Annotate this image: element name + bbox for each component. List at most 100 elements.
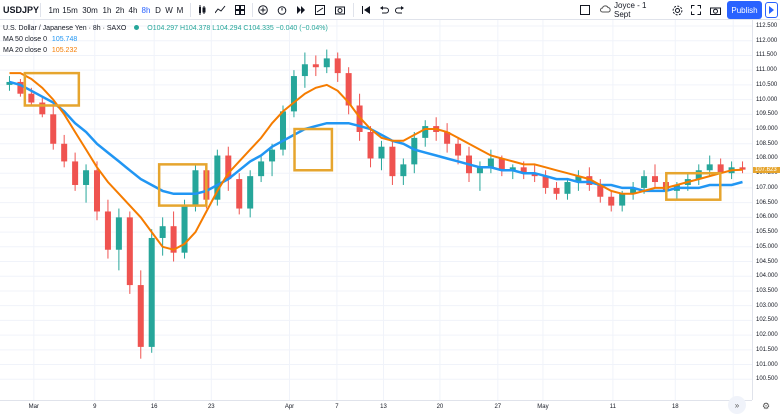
candle-body <box>706 164 713 171</box>
y-tick-label: 101.000 <box>756 361 778 368</box>
highlight-box <box>157 163 208 207</box>
candle-body <box>575 176 582 183</box>
x-tick-label: 20 <box>436 404 444 410</box>
y-tick-label: 111.500 <box>756 52 777 59</box>
highlight-box <box>665 171 722 201</box>
interval-8h[interactable]: 8h <box>141 5 151 15</box>
ma50-label: MA 50 close 0 <box>3 36 47 43</box>
interval-w[interactable]: W <box>165 5 173 15</box>
candle-body <box>739 167 746 170</box>
scroll-to-realtime-button[interactable]: » <box>728 396 746 414</box>
legend-symbol-row: U.S. Dollar / Japanese Yen · 8h · SAXO O… <box>3 23 328 34</box>
cloud-icon <box>600 5 611 15</box>
x-tick-label: 11 <box>609 404 616 410</box>
y-tick-label: 100.500 <box>756 376 778 383</box>
candle-body <box>137 285 144 347</box>
candles <box>6 49 746 359</box>
candle-body <box>301 64 308 77</box>
interval-4h[interactable]: 4h <box>128 5 138 15</box>
highlight-box <box>293 127 334 172</box>
y-tick-label: 105.000 <box>756 243 778 250</box>
chart-properties-icon[interactable] <box>312 0 328 20</box>
toolbar-divider <box>252 3 253 17</box>
candle-body <box>444 131 451 144</box>
candle-body <box>104 211 111 250</box>
y-tick-label: 104.000 <box>756 273 778 280</box>
settings-gear-icon[interactable] <box>669 0 685 20</box>
candle-body <box>586 176 593 185</box>
candle-body <box>619 193 626 206</box>
publish-button[interactable]: Publish <box>727 1 762 19</box>
scroll-to-start-icon[interactable] <box>358 0 374 20</box>
interval-1m[interactable]: 1m <box>48 5 60 15</box>
y-tick-label: 106.500 <box>756 199 778 206</box>
templates-icon[interactable] <box>232 0 248 20</box>
candle-body <box>17 81 24 94</box>
candle-body <box>378 146 385 159</box>
y-tick-label: 105.500 <box>756 229 778 236</box>
undo-icon[interactable] <box>376 0 392 20</box>
x-tick-label: 18 <box>671 404 679 410</box>
axis-settings-gear-icon[interactable]: ⚙ <box>762 401 771 411</box>
toolbar-divider <box>190 3 191 17</box>
candle-body <box>279 111 287 150</box>
interval-30m[interactable]: 30m <box>82 5 98 15</box>
y-tick-label: 108.500 <box>756 140 778 147</box>
x-tick-label: 27 <box>494 404 502 410</box>
candle-body <box>290 76 297 112</box>
candle-style-icon[interactable] <box>194 0 210 20</box>
ma50-line <box>9 80 743 196</box>
interval-2h[interactable]: 2h <box>115 5 125 15</box>
interval-1h[interactable]: 1h <box>102 5 112 15</box>
candle-body <box>93 170 101 212</box>
y-tick-label: 107.500 <box>756 170 778 177</box>
chart-grid <box>0 20 752 400</box>
add-compare-icon[interactable] <box>255 0 271 20</box>
candle-body <box>498 158 505 171</box>
candle-body <box>28 93 35 103</box>
bar-replay-icon[interactable] <box>293 0 309 20</box>
candle-body <box>695 170 702 180</box>
interval-d[interactable]: D <box>155 5 161 15</box>
candle-body <box>411 137 418 165</box>
y-tick-label: 107.000 <box>756 184 778 191</box>
candle-body <box>597 184 604 197</box>
candle-body <box>323 58 330 68</box>
layout-menu[interactable]: Joyce - 1 Sept <box>600 0 660 20</box>
price-chart[interactable] <box>0 20 752 400</box>
ma20-value: 105.232 <box>51 47 78 54</box>
price-axis[interactable]: 112.500 112.000 111.500 111.000 110.500 110.0… <box>752 20 780 400</box>
fullscreen-icon[interactable] <box>688 0 704 20</box>
x-tick-label: 7 <box>335 404 339 410</box>
multi-layout-icon[interactable] <box>577 0 593 20</box>
symbol-search-button[interactable]: USDJPY <box>3 5 40 15</box>
candle-body <box>476 167 483 174</box>
candle-body <box>61 143 68 162</box>
time-axis[interactable]: Mar91623Apr7132027May111825 <box>0 400 752 414</box>
top-toolbar: USDJPY 1m 15m 30m 1h 2h 4h 8h D W M <box>0 0 780 20</box>
candle-body <box>6 81 13 85</box>
candle-body <box>553 187 560 194</box>
legend-ohlc: O104.297 H104.378 L104.294 C104.335 −0.0… <box>147 25 328 32</box>
legend-ma20-row[interactable]: MA 20 close 0 105.232 <box>3 45 328 56</box>
screenshot-icon[interactable] <box>332 0 348 20</box>
toolbar-divider <box>40 3 41 17</box>
alert-icon[interactable] <box>274 0 290 20</box>
candle-body <box>83 170 90 185</box>
legend-ma50-row[interactable]: MA 50 close 0 105.748 <box>3 34 328 45</box>
candle-body <box>564 182 571 194</box>
y-tick-label: 103.000 <box>756 302 778 309</box>
candle-body <box>72 161 79 185</box>
indicators-icon[interactable] <box>212 0 228 20</box>
redo-icon[interactable] <box>392 0 408 20</box>
x-tick-label: 9 <box>93 404 97 410</box>
interval-m[interactable]: M <box>176 5 184 15</box>
interval-15m[interactable]: 15m <box>62 5 78 15</box>
y-tick-label: 108.000 <box>756 155 778 162</box>
x-tick-label: Mar <box>28 404 39 410</box>
right-panel-toggle-icon[interactable] <box>765 2 778 18</box>
candle-body <box>422 126 429 138</box>
y-tick-label: 104.500 <box>756 258 778 265</box>
x-tick-label: 23 <box>207 404 215 410</box>
camera-icon[interactable] <box>707 0 723 20</box>
